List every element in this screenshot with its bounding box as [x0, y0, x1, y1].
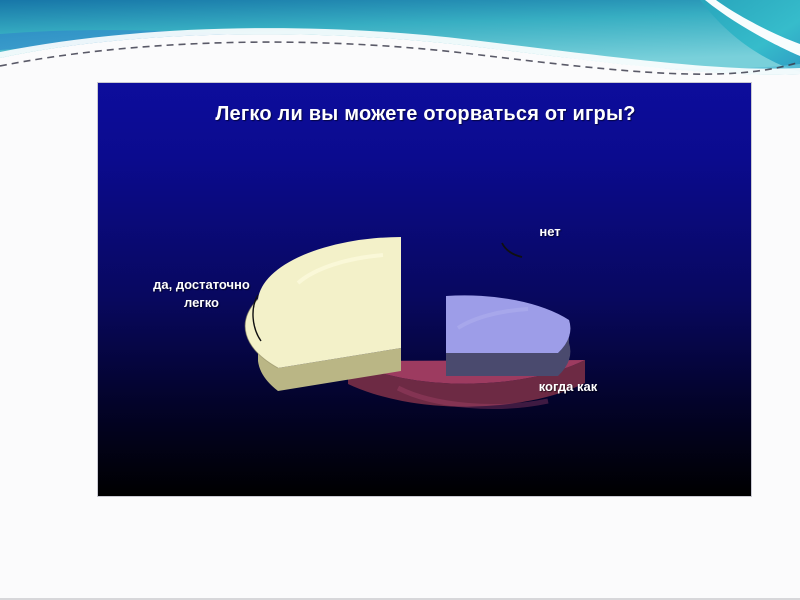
pie-label-kogda-kak: когда как [508, 378, 628, 396]
chart-panel[interactable]: Легко ли вы можете оторваться от игры? [97, 82, 752, 497]
pie-label-da-line2: легко [183, 294, 219, 310]
pie-slice-kogda-kak-highlight [396, 385, 549, 409]
pie-label-da-line1: да, достаточно [153, 277, 250, 292]
pie-slice-net-top [446, 295, 571, 353]
chart-title: Легко ли вы можете оторваться от игры? [215, 103, 636, 125]
pie-slice-da-top [245, 237, 401, 368]
pie-label-da-dostatochno-legko: да, достаточно легко [124, 276, 279, 311]
white-sliver [0, 28, 800, 75]
slide-bottom-rule [0, 598, 800, 600]
pie-slice-net-side [446, 320, 571, 376]
dotted-accent-line [0, 41, 800, 75]
pie-label-kogda-kak-line1: когда как [538, 379, 598, 394]
leader-line-net [501, 242, 523, 258]
pie-slice-net[interactable] [446, 295, 571, 376]
pie-slice-da-highlight [296, 253, 384, 285]
teal-lobe-right [700, 0, 800, 72]
pie-chart[interactable]: да, достаточно легко нет когда как [98, 83, 752, 497]
slide-header-decoration [0, 0, 800, 95]
pie-slice-net-highlight [456, 307, 529, 330]
white-swoosh-upper [705, 0, 800, 56]
pie-slice-da-dostatochno-legko[interactable] [244, 237, 401, 391]
pie-slice-da-edge [244, 298, 279, 369]
teal-wave-graphic [0, 0, 800, 95]
pie-slice-kogda-kak-side [348, 360, 585, 407]
pie-label-net: нет [510, 223, 590, 241]
pie-chart-graphic[interactable] [98, 83, 752, 497]
pie-slice-da-side [258, 338, 401, 391]
white-body-curve [0, 34, 800, 95]
pie-label-net-line1: нет [539, 224, 561, 239]
leader-line-da [252, 294, 262, 342]
